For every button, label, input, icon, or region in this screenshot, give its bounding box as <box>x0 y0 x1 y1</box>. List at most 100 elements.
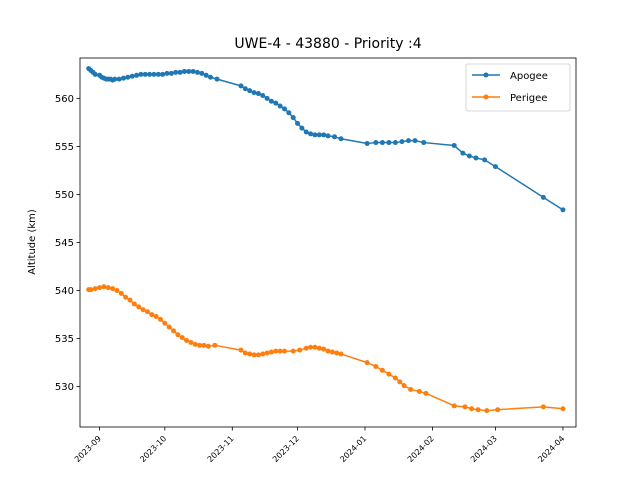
apogee-point <box>164 70 170 76</box>
apogee-point <box>116 76 122 82</box>
perigee-point <box>260 351 266 357</box>
perigee-point <box>484 408 490 414</box>
perigee-point <box>423 390 429 396</box>
apogee-point <box>214 76 220 82</box>
perigee-point <box>131 301 137 307</box>
perigee-point <box>251 352 257 358</box>
perigee-point <box>308 344 314 350</box>
y-axis-label: Altitude (km) <box>27 209 38 275</box>
apogee-point <box>194 69 200 75</box>
apogee-point <box>268 98 274 104</box>
perigee-point <box>379 367 385 373</box>
perigee-point <box>386 371 392 377</box>
perigee-point <box>205 343 211 349</box>
perigee-point <box>144 309 150 315</box>
y-tick-label: 545 <box>55 238 74 249</box>
perigee-point <box>364 360 370 366</box>
apogee-point <box>466 153 472 159</box>
apogee-point <box>177 69 183 75</box>
perigee-point <box>475 407 481 413</box>
apogee-point <box>421 140 427 146</box>
perigee-point <box>110 286 116 292</box>
perigee-point <box>281 348 287 354</box>
apogee-point <box>325 133 331 139</box>
apogee-point <box>181 68 187 74</box>
perigee-point <box>201 342 207 348</box>
perigee-point <box>114 288 120 294</box>
apogee-point <box>121 75 127 81</box>
series-layer <box>86 66 566 414</box>
y-tick-label: 555 <box>55 142 74 153</box>
perigee-point <box>175 332 181 338</box>
perigee-point <box>316 345 322 351</box>
perigee-point <box>255 352 261 358</box>
perigee-point <box>277 348 283 354</box>
perigee-point <box>140 307 146 313</box>
apogee-point <box>203 72 209 78</box>
perigee-point <box>197 342 203 348</box>
apogee-point <box>560 207 566 213</box>
apogee-point <box>160 71 166 77</box>
apogee-point <box>281 106 287 112</box>
apogee-point <box>399 139 405 145</box>
perigee-point <box>101 284 107 290</box>
apogee-point <box>332 134 338 140</box>
apogee-point <box>482 157 488 163</box>
perigee-point <box>560 406 566 412</box>
perigee-point <box>268 349 274 355</box>
apogee-point <box>255 91 261 97</box>
apogee-point <box>260 92 266 98</box>
legend-apogee-marker <box>483 72 489 78</box>
apogee-point <box>295 120 301 126</box>
perigee-point <box>127 297 133 303</box>
apogee-point <box>129 73 135 79</box>
perigee-point <box>123 294 129 300</box>
y-tick-label: 535 <box>55 334 74 345</box>
legend-perigee-label: Perigee <box>510 93 547 104</box>
legend-apogee-label: Apogee <box>510 71 548 82</box>
perigee-point <box>416 388 422 394</box>
perigee-point <box>334 350 340 356</box>
apogee-point <box>405 138 411 144</box>
y-tick-label: 530 <box>55 382 74 393</box>
y-axis: 530 535 540 545 550 555 560 <box>55 94 80 393</box>
apogee-point <box>92 71 98 77</box>
perigee-point <box>92 286 98 292</box>
apogee-point <box>308 131 314 137</box>
perigee-point <box>329 349 335 355</box>
apogee-point <box>460 150 466 156</box>
perigee-point <box>136 304 142 310</box>
perigee-point <box>540 404 546 410</box>
perigee-point <box>247 351 253 357</box>
perigee-point <box>264 350 270 356</box>
perigee-point <box>273 348 279 354</box>
apogee-point <box>264 95 270 101</box>
apogee-point <box>451 142 457 148</box>
apogee-point <box>242 86 248 92</box>
apogee-point <box>134 72 140 78</box>
apogee-point <box>112 76 118 82</box>
apogee-point <box>147 71 153 77</box>
apogee-point <box>277 103 283 109</box>
perigee-point <box>290 348 296 354</box>
apogee-point <box>299 125 305 131</box>
apogee-point <box>373 140 379 146</box>
perigee-point <box>392 375 398 381</box>
perigee-point <box>469 406 475 412</box>
perigee-point <box>312 344 318 350</box>
perigee-point <box>401 383 407 389</box>
perigee-point <box>325 348 331 354</box>
perigee-point <box>192 341 198 347</box>
apogee-point <box>238 83 244 89</box>
perigee-point <box>88 287 94 293</box>
apogee-point <box>173 69 179 75</box>
apogee-point <box>142 71 148 77</box>
apogee-point <box>312 132 318 138</box>
perigee-point <box>303 345 309 351</box>
perigee-point <box>179 335 185 341</box>
apogee-point <box>364 141 370 147</box>
perigee-point <box>338 351 344 357</box>
perigee-point <box>188 339 194 345</box>
apogee-point <box>303 129 309 135</box>
chart-title: UWE-4 - 43880 - Priority :4 <box>234 36 421 52</box>
